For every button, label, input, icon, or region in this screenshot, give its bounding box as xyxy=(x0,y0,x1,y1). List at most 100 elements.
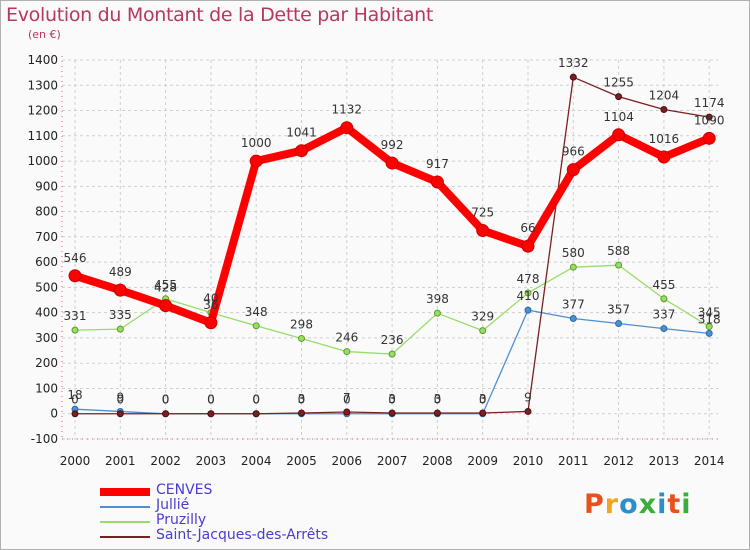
data-point xyxy=(612,128,626,142)
y-tick-label: 700 xyxy=(35,230,58,244)
data-label: 588 xyxy=(607,244,630,258)
data-point xyxy=(295,144,308,158)
data-label: 298 xyxy=(290,317,313,331)
data-point xyxy=(433,409,441,417)
data-label: 455 xyxy=(652,278,675,292)
data-label: 0 xyxy=(162,393,170,407)
axes: -100010020030040050060070080090010001100… xyxy=(27,53,724,468)
x-tick-label: 2009 xyxy=(467,454,498,468)
data-label: 398 xyxy=(426,292,449,306)
data-point xyxy=(159,299,173,313)
x-tick-label: 2003 xyxy=(196,454,227,468)
data-label: 917 xyxy=(426,157,449,171)
data-point xyxy=(204,316,218,330)
x-tick-label: 2010 xyxy=(513,454,544,468)
y-tick-label: -100 xyxy=(31,432,58,446)
data-point xyxy=(566,163,580,177)
y-tick-label: 1200 xyxy=(27,104,58,118)
data-label: 0 xyxy=(71,393,79,407)
data-point xyxy=(71,410,79,418)
y-tick-label: 600 xyxy=(35,255,58,269)
data-label: 546 xyxy=(64,251,87,265)
data-point xyxy=(207,410,215,418)
data-label: 410 xyxy=(517,289,540,303)
data-point xyxy=(340,121,354,135)
data-point xyxy=(116,410,124,418)
chart-title: Evolution du Montant de la Dette par Hab… xyxy=(6,4,434,26)
y-tick-label: 1400 xyxy=(27,53,58,67)
data-label: 489 xyxy=(109,265,132,279)
data-label: 0 xyxy=(343,393,351,407)
data-label: 318 xyxy=(698,312,721,326)
data-point xyxy=(298,409,305,417)
data-point xyxy=(657,150,671,164)
data-label: 455 xyxy=(154,278,177,292)
data-point xyxy=(388,350,396,358)
legend-swatch xyxy=(100,488,150,496)
x-tick-label: 2014 xyxy=(694,454,725,468)
data-label: 1174 xyxy=(694,96,725,110)
data-point xyxy=(479,327,487,335)
data-point xyxy=(569,263,577,271)
data-label: 345 xyxy=(698,306,721,320)
series-layer xyxy=(68,73,716,418)
data-label: 3 xyxy=(298,392,306,406)
data-point xyxy=(705,329,713,337)
data-label: 236 xyxy=(381,333,404,347)
data-label: 1332 xyxy=(558,56,589,70)
data-label: 0 xyxy=(252,393,260,407)
data-point xyxy=(249,154,263,168)
data-point xyxy=(569,314,577,322)
data-label: 1204 xyxy=(649,89,680,103)
data-point xyxy=(660,106,668,114)
y-tick-label: 0 xyxy=(50,407,58,421)
data-point xyxy=(298,334,305,342)
data-label: 1041 xyxy=(286,126,317,140)
x-tick-label: 2007 xyxy=(377,454,408,468)
data-labels: 546 489 428 36 1000 1041 1132 992 917 725 66 966 110… xyxy=(64,56,725,407)
grid xyxy=(62,59,718,440)
data-label: 3 xyxy=(388,392,396,406)
y-tick-label: 800 xyxy=(35,205,58,219)
unit-label: (en €) xyxy=(28,28,61,41)
data-point xyxy=(433,309,441,317)
y-tick-label: 200 xyxy=(35,356,58,370)
data-label: 0 xyxy=(162,393,170,407)
data-label: 992 xyxy=(381,138,404,152)
data-label: 9 xyxy=(116,390,124,404)
data-label: 18 xyxy=(67,388,82,402)
y-tick-label: 500 xyxy=(35,280,58,294)
data-label: 0 xyxy=(298,393,306,407)
data-label: 3 xyxy=(434,392,442,406)
data-label: 331 xyxy=(64,309,87,323)
data-label: 1255 xyxy=(603,76,634,90)
data-point xyxy=(71,326,79,334)
y-tick-label: 400 xyxy=(35,306,58,320)
data-point xyxy=(569,73,577,81)
data-point xyxy=(521,239,535,253)
data-label: 1016 xyxy=(649,132,680,146)
data-point xyxy=(343,408,351,416)
data-label: 246 xyxy=(335,331,358,345)
y-tick-label: 1300 xyxy=(27,78,58,92)
data-point xyxy=(385,156,399,170)
data-label: 0 xyxy=(434,393,442,407)
data-label: 966 xyxy=(562,145,585,159)
data-point xyxy=(524,289,532,297)
y-tick-label: 100 xyxy=(35,381,58,395)
data-point xyxy=(343,348,351,356)
y-tick-label: 1100 xyxy=(27,129,58,143)
data-point xyxy=(705,323,713,331)
data-point xyxy=(615,93,623,101)
data-label: 0 xyxy=(207,393,215,407)
data-point xyxy=(113,283,127,297)
data-point xyxy=(524,407,532,415)
data-point xyxy=(68,269,82,283)
data-label: 0 xyxy=(479,393,487,407)
data-label: 7 xyxy=(343,391,351,405)
data-label: 725 xyxy=(471,206,494,220)
legend-swatch xyxy=(100,506,150,508)
x-tick-label: 2004 xyxy=(241,454,272,468)
data-label: 0 xyxy=(388,393,396,407)
